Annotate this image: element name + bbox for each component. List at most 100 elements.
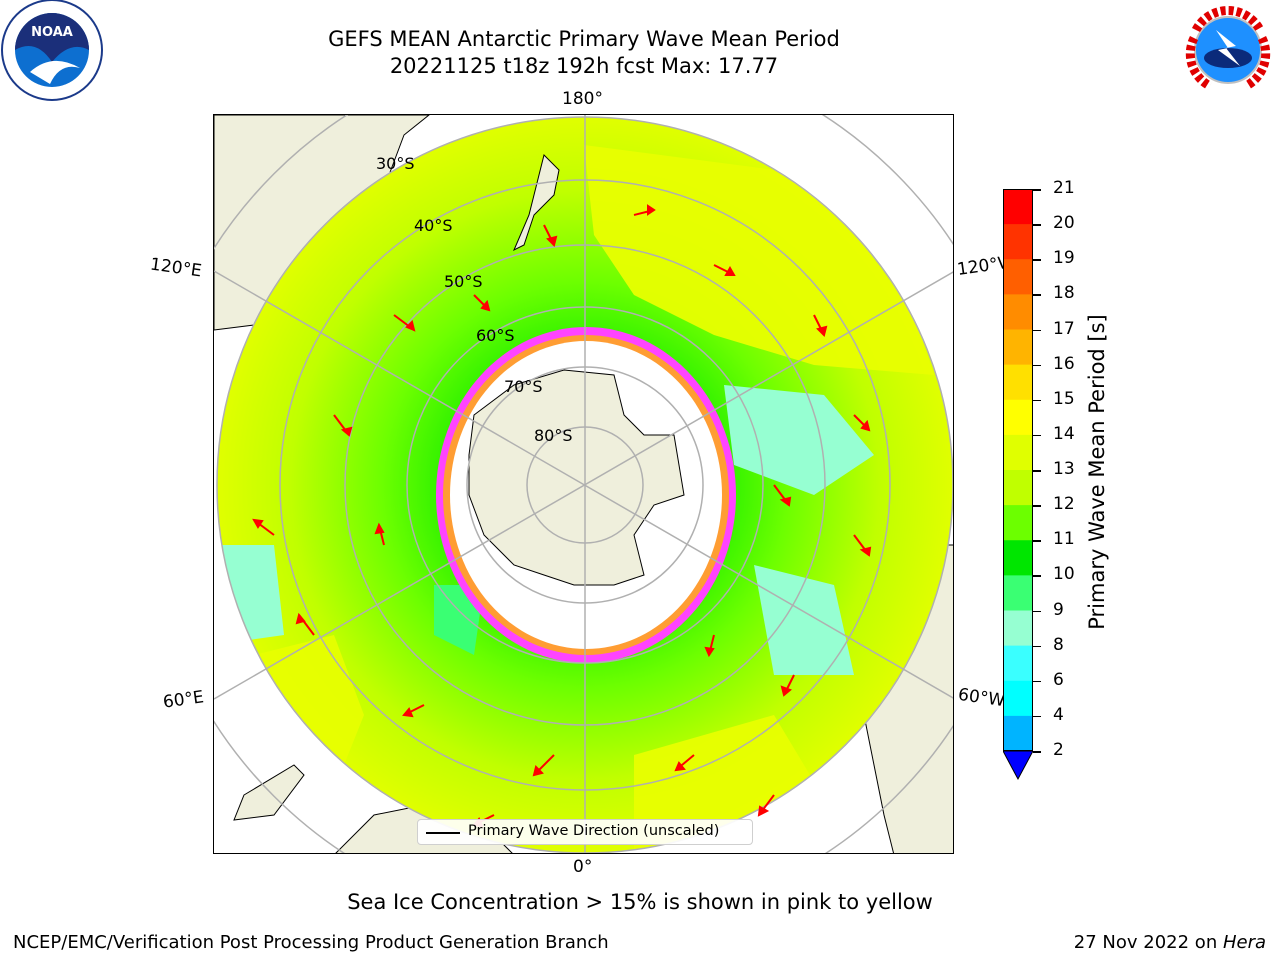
colorbar-band xyxy=(1003,575,1033,611)
colorbar-tick-label: 12 xyxy=(1053,494,1075,515)
colorbar-tick-label: 20 xyxy=(1053,213,1075,234)
chart-title: GEFS MEAN Antarctic Primary Wave Mean Pe… xyxy=(328,27,840,51)
colorbar-tick-label: 2 xyxy=(1053,740,1064,760)
arrow-7 xyxy=(853,534,872,557)
colorbar-band xyxy=(1003,329,1033,366)
arrow-17 xyxy=(704,634,715,658)
colorbar-tick-mark xyxy=(1033,751,1041,753)
colorbar-tick-label: 18 xyxy=(1053,283,1075,304)
chart-subtitle: 20221125 t18z 192h fcst Max: 17.77 xyxy=(389,54,779,78)
footer-date-text: 27 Nov 2022 on xyxy=(1073,932,1223,953)
colorbar-band xyxy=(1003,645,1033,682)
legend-label: Primary Wave Direction (unscaled) xyxy=(468,823,720,839)
legend-line-swatch xyxy=(426,832,460,834)
colorbar-tick-label: 9 xyxy=(1053,599,1064,620)
arrow-16 xyxy=(374,522,385,546)
colorbar-band xyxy=(1003,259,1033,295)
arrow-12 xyxy=(295,612,315,636)
lat-label-60s: 60°S xyxy=(476,326,515,345)
arrow-2 xyxy=(393,314,416,332)
lon-label-180: 180° xyxy=(562,89,603,109)
colorbar-label: Primary Wave Mean Period [s] xyxy=(1085,314,1109,630)
map-legend: Primary Wave Direction (unscaled) xyxy=(417,819,753,845)
arrow-3 xyxy=(633,204,656,216)
colorbar-tick-mark xyxy=(1033,434,1041,437)
high-period-zone-pacific xyxy=(584,145,934,375)
colorbar-band xyxy=(1003,505,1033,541)
colorbar-tick-label: 6 xyxy=(1053,669,1064,690)
colorbar-tick-label: 14 xyxy=(1053,423,1075,444)
colorbar-tick-mark xyxy=(1033,505,1041,507)
lon-label-120e: 120°E xyxy=(148,254,203,282)
colorbar-tick-mark xyxy=(1033,575,1041,577)
colorbar-tick-label: 15 xyxy=(1053,388,1075,409)
colorbar-tick-mark xyxy=(1033,470,1041,472)
noaa-logo-text: NOAA xyxy=(31,25,73,40)
colorbar-tick-label: 10 xyxy=(1053,564,1075,585)
colorbar-band xyxy=(1003,610,1033,647)
colorbar-tick-label: 16 xyxy=(1053,353,1075,374)
arrow-15 xyxy=(773,484,792,507)
nws-logo-icon xyxy=(1176,0,1280,104)
arrow-10 xyxy=(532,754,555,777)
colorbar-band xyxy=(1003,224,1033,260)
arrow-18 xyxy=(757,794,775,817)
lat-label-50s: 50°S xyxy=(444,272,483,291)
colorbar-tick-mark xyxy=(1033,329,1041,331)
colorbar-tick-mark xyxy=(1033,224,1041,226)
colorbar-tick-label: 21 xyxy=(1053,178,1075,198)
colorbar-band xyxy=(1003,680,1033,717)
colorbar-tick-label: 13 xyxy=(1053,459,1075,479)
lon-label-60w: 60°W xyxy=(956,684,1007,712)
colorbar-band xyxy=(1003,470,1033,506)
colorbar xyxy=(1003,189,1033,781)
wave-direction-arrows xyxy=(252,204,872,828)
arrow-20 xyxy=(543,224,558,247)
lon-label-0: 0° xyxy=(573,857,593,877)
colorbar-extend-arrow xyxy=(1003,750,1033,781)
colorbar-tick-mark xyxy=(1033,645,1041,648)
colorbar-band xyxy=(1003,715,1033,752)
lon-label-60e: 60°E xyxy=(161,687,206,713)
arrow-14 xyxy=(473,294,491,312)
colorbar-tick-label: 11 xyxy=(1053,529,1075,550)
antarctic-map: 30°S 40°S 50°S 60°S 70°S 80°S Primary Wa… xyxy=(213,114,954,854)
colorbar-tick-label: 4 xyxy=(1053,704,1064,725)
sea-ice-note: Sea Ice Concentration > 15% is shown in … xyxy=(347,890,933,914)
colorbar-tick-mark xyxy=(1033,259,1041,261)
arrow-6 xyxy=(853,414,871,432)
colorbar-tick-label: 17 xyxy=(1053,318,1075,339)
colorbar-tick-mark xyxy=(1033,294,1041,296)
arrow-11 xyxy=(402,704,425,718)
colorbar-tick-mark xyxy=(1033,715,1041,718)
arrow-8 xyxy=(780,674,795,697)
colorbar-band xyxy=(1003,399,1033,436)
arrow-1 xyxy=(333,414,353,437)
colorbar-tick-mark xyxy=(1033,610,1041,612)
arrow-4 xyxy=(713,264,736,276)
footer-date: 27 Nov 2022 on Hera xyxy=(1074,932,1266,953)
colorbar-band xyxy=(1003,294,1033,330)
arrow-9 xyxy=(674,754,695,772)
arrow-13 xyxy=(252,518,275,536)
lat-label-40s: 40°S xyxy=(414,216,453,235)
colorbar-tick-mark xyxy=(1033,680,1041,683)
low-period-patch-3 xyxy=(754,565,854,675)
land-new-zealand xyxy=(513,154,560,252)
footer-machine: Hera xyxy=(1222,932,1266,953)
colorbar-tick-label: 8 xyxy=(1053,634,1064,655)
land-antarctica xyxy=(468,369,685,586)
colorbar-tick-mark xyxy=(1033,399,1041,402)
colorbar-tick-mark xyxy=(1033,364,1041,367)
lat-label-70s: 70°S xyxy=(504,377,543,396)
colorbar-band xyxy=(1003,434,1033,471)
footer-branch: NCEP/EMC/Verification Post Processing Pr… xyxy=(13,932,609,953)
lat-label-80s: 80°S xyxy=(534,426,573,445)
arrow-5 xyxy=(813,314,828,337)
colorbar-frame xyxy=(1003,189,1033,751)
noaa-logo-icon: NOAA xyxy=(0,0,104,104)
colorbar-band xyxy=(1003,189,1033,225)
colorbar-tick-mark xyxy=(1033,540,1041,542)
land-madagascar xyxy=(233,764,305,821)
lat-label-30s: 30°S xyxy=(376,154,415,173)
